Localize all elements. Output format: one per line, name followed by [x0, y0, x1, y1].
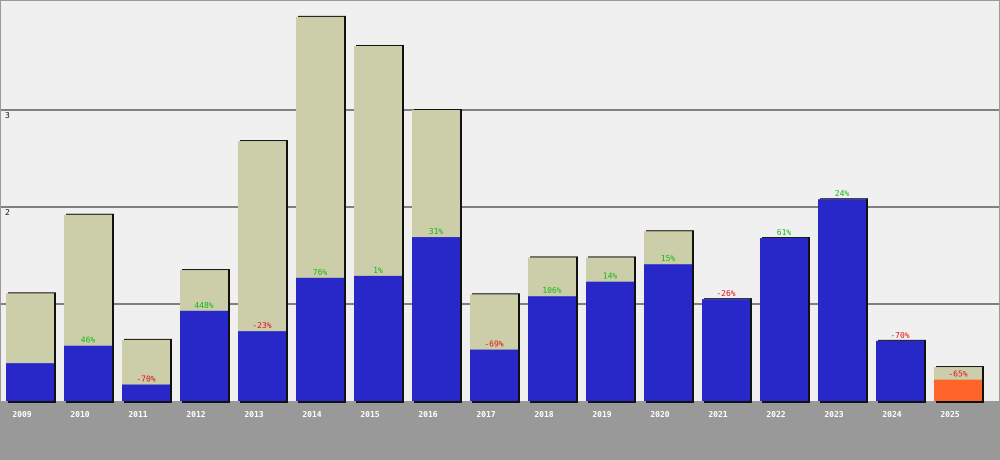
value-bar	[354, 275, 402, 401]
value-bar	[644, 264, 692, 401]
data-label: -70%	[136, 375, 155, 384]
data-label: -65%	[948, 370, 967, 379]
data-label: -23%	[252, 321, 271, 330]
data-label: 61%	[777, 228, 792, 237]
x-tick-label: 2012	[186, 410, 205, 419]
x-tick-label: 2016	[418, 410, 437, 419]
x-tick-label: 2022	[766, 410, 785, 419]
value-bar	[6, 363, 54, 401]
x-tick-label: 2025	[940, 410, 959, 419]
y-tick-label: 3	[5, 111, 10, 120]
x-tick-label: 2023	[824, 410, 843, 419]
value-bar	[818, 199, 866, 401]
data-label: -70%	[890, 331, 909, 340]
value-bar	[238, 331, 286, 401]
value-bar	[180, 310, 228, 401]
x-tick-label: 2014	[302, 410, 321, 419]
value-bar	[412, 237, 460, 401]
value-bar	[760, 238, 808, 401]
data-label: 106%	[542, 286, 561, 295]
data-label: -26%	[716, 289, 735, 298]
value-bar	[122, 384, 170, 401]
x-tick-label: 2015	[360, 410, 379, 419]
data-label: 31%	[429, 227, 444, 236]
data-label: 76%	[313, 268, 328, 277]
x-axis-band	[1, 401, 999, 459]
value-bar	[64, 345, 112, 401]
data-label: 1%	[373, 266, 383, 275]
x-tick-label: 2024	[882, 410, 901, 419]
x-tick-label: 2019	[592, 410, 611, 419]
value-bar	[702, 299, 750, 401]
value-bar	[528, 296, 576, 401]
value-bar	[470, 349, 518, 401]
value-bar	[296, 277, 344, 401]
x-tick-label: 2009	[12, 410, 31, 419]
data-label: -69%	[484, 340, 503, 349]
x-tick-label: 2013	[244, 410, 263, 419]
x-tick-label: 2020	[650, 410, 669, 419]
x-tick-label: 2011	[128, 410, 147, 419]
value-bar	[876, 340, 924, 401]
data-label: 448%	[194, 301, 213, 310]
data-label: 15%	[661, 254, 676, 263]
x-tick-label: 2017	[476, 410, 495, 419]
value-bar	[934, 379, 982, 401]
x-tick-label: 2018	[534, 410, 553, 419]
x-tick-label: 2010	[70, 410, 89, 419]
y-tick-label: 2	[5, 208, 10, 217]
data-label: 24%	[835, 189, 850, 198]
data-label: 46%	[81, 336, 96, 345]
value-bar	[586, 281, 634, 401]
x-tick-label: 2021	[708, 410, 727, 419]
data-label: 14%	[603, 272, 618, 281]
